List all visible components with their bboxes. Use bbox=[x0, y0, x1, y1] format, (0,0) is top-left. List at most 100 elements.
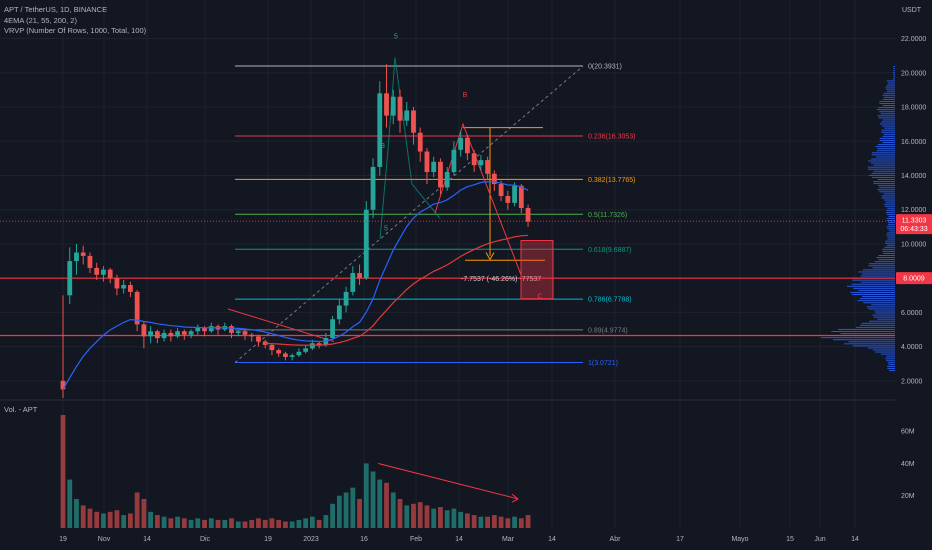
profile-bar bbox=[893, 68, 895, 70]
profile-bar bbox=[887, 238, 895, 240]
ema-fast-line bbox=[62, 181, 529, 390]
volume-bar bbox=[249, 519, 255, 528]
volume-bar bbox=[168, 518, 174, 528]
price-tick-label: 2.0000 bbox=[901, 378, 923, 385]
candle-body bbox=[485, 160, 491, 174]
profile-bar bbox=[885, 211, 895, 213]
fib-level-label: 0.382(13.7765) bbox=[588, 177, 635, 184]
price-tick-label: 4.0000 bbox=[901, 344, 923, 351]
profile-bar bbox=[879, 137, 895, 139]
profile-bar bbox=[886, 244, 895, 246]
profile-bar bbox=[879, 139, 895, 141]
wave-pattern-line bbox=[379, 57, 441, 239]
profile-bar bbox=[858, 271, 895, 273]
profile-bar bbox=[878, 254, 895, 256]
volume-bar bbox=[525, 515, 531, 528]
vrvp-indicator-label[interactable]: VRVP (Number Of Rows, 1000, Total, 100) bbox=[4, 26, 147, 35]
profile-bar bbox=[855, 326, 895, 328]
profile-bar bbox=[868, 265, 895, 267]
volume-bar bbox=[343, 492, 349, 528]
ema-indicator-label[interactable]: 4EMA (21, 55, 200, 2) bbox=[4, 15, 77, 25]
candle-body bbox=[181, 331, 187, 335]
profile-bar bbox=[821, 337, 895, 339]
wave-label: C bbox=[537, 294, 542, 301]
candle-body bbox=[363, 209, 369, 279]
candle-body bbox=[357, 273, 362, 279]
profile-bar bbox=[886, 80, 895, 82]
symbol-title[interactable]: APT / TetherUS, 1D, BINANCE bbox=[4, 5, 108, 14]
volume-bar bbox=[101, 513, 106, 528]
volume-tick-label: 20M bbox=[901, 493, 915, 500]
volume-bar bbox=[215, 519, 221, 528]
volume-legend[interactable]: Vol. - APT bbox=[4, 405, 38, 414]
fibonacci-retracement[interactable]: 0(20.3931) 0.236(16.3053) 0.382(13.7765) 0.… bbox=[234, 64, 635, 367]
profile-bar bbox=[844, 343, 895, 345]
candle-body bbox=[390, 96, 396, 116]
candle-body bbox=[269, 344, 275, 351]
profile-bar bbox=[884, 203, 895, 205]
profile-bar bbox=[887, 361, 895, 363]
profile-bar bbox=[879, 123, 895, 125]
profile-bar bbox=[869, 320, 895, 322]
price-tick-label: 20.0000 bbox=[901, 70, 926, 77]
volume-tick-label: 40M bbox=[901, 461, 915, 468]
candle-body bbox=[80, 252, 86, 256]
profile-bar bbox=[871, 154, 895, 156]
chart-legend[interactable]: APT / TetherUS, 1D, BINANCE 4EMA (21, 55… bbox=[4, 5, 146, 37]
candle-body bbox=[148, 331, 154, 337]
volume-bar bbox=[107, 511, 113, 528]
price-tick-label: 14.0000 bbox=[901, 173, 926, 180]
profile-bar bbox=[876, 109, 895, 111]
support-price-value: 8.0009 bbox=[903, 276, 925, 283]
time-tick-label: 17 bbox=[676, 536, 684, 543]
candle-body bbox=[188, 331, 194, 335]
price-tick-label: 18.0000 bbox=[901, 105, 926, 112]
time-axis[interactable]: 19 Nov 14 Dic 19 2023 16 Feb 14 Mar 14 Abr 17 Mayo 15 J… bbox=[59, 536, 859, 543]
candle-body bbox=[74, 252, 79, 262]
time-tick-label: 14 bbox=[851, 536, 859, 543]
profile-bar bbox=[886, 218, 895, 220]
fib-level-label: 0.89(4.9774) bbox=[588, 327, 628, 334]
volume-bar bbox=[444, 510, 450, 528]
volume-bar bbox=[417, 502, 423, 528]
profile-bar bbox=[877, 144, 895, 146]
target-box bbox=[520, 240, 554, 300]
candle-body bbox=[256, 336, 261, 342]
profile-bar bbox=[867, 166, 895, 168]
volume-bar bbox=[458, 511, 464, 528]
profile-bar bbox=[880, 353, 895, 355]
time-tick-label: Nov bbox=[98, 536, 111, 543]
profile-bar bbox=[892, 72, 895, 74]
drawings[interactable]: -7.7537 (-46.26%) -77537 bbox=[227, 57, 554, 503]
candle-body bbox=[525, 208, 531, 222]
profile-bar bbox=[888, 222, 895, 224]
volume-axis[interactable]: 60M 40M 20M bbox=[901, 429, 915, 501]
profile-bar bbox=[887, 228, 895, 230]
profile-bar bbox=[877, 189, 895, 191]
volume-bar bbox=[330, 503, 335, 528]
candle-body bbox=[491, 173, 497, 185]
volume-bar bbox=[222, 519, 228, 528]
candle-body bbox=[309, 343, 315, 349]
profile-bar bbox=[887, 84, 895, 86]
fib-level-label: 0(20.3931) bbox=[588, 64, 622, 71]
price-axis[interactable]: USDT 22.0000 20.0000 18.0000 16.0000 14.0000 1… bbox=[901, 7, 926, 385]
profile-bar bbox=[885, 357, 895, 359]
profile-bar bbox=[879, 191, 895, 193]
candle-body bbox=[438, 161, 443, 188]
candle-body bbox=[60, 380, 66, 390]
profile-bar bbox=[884, 205, 895, 207]
profile-bar bbox=[875, 312, 895, 314]
profile-bar bbox=[886, 226, 895, 228]
volume-bar bbox=[60, 415, 66, 528]
volume-bar bbox=[384, 482, 389, 528]
profile-bar bbox=[886, 209, 895, 211]
volume-bar bbox=[161, 516, 167, 528]
volume-bar bbox=[336, 495, 342, 528]
profile-bar bbox=[871, 152, 895, 154]
fib-trend-line bbox=[234, 65, 584, 363]
candle-body bbox=[289, 355, 295, 357]
volume-bar bbox=[316, 519, 322, 528]
